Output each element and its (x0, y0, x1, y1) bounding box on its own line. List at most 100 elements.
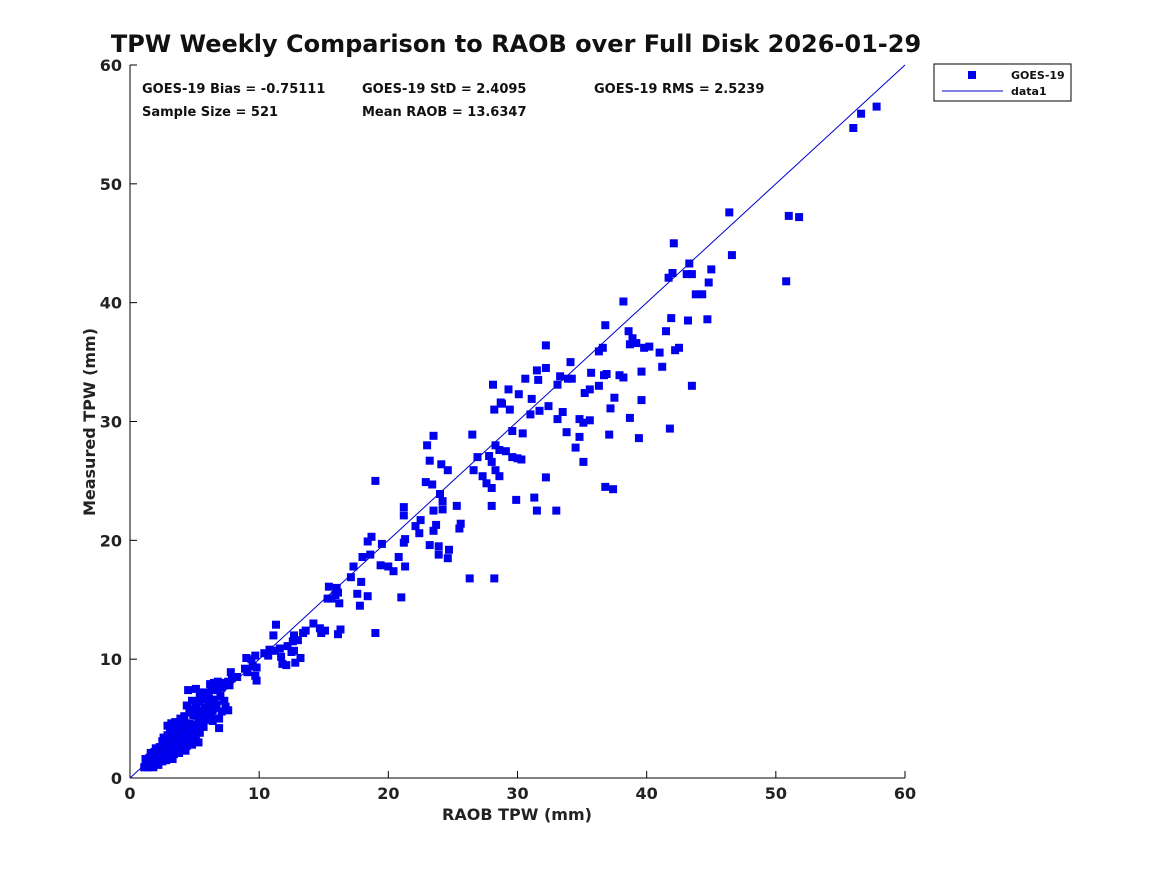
legend-marker-goes19 (968, 71, 976, 79)
data-point (168, 732, 177, 741)
data-point (634, 434, 643, 443)
data-point (160, 744, 169, 753)
data-point (233, 673, 242, 681)
data-point (389, 567, 398, 576)
series-group (129, 64, 906, 779)
data-point (216, 692, 225, 700)
data-point (443, 554, 452, 563)
data-point (527, 394, 536, 403)
data-point (355, 601, 364, 610)
data-point (487, 501, 496, 510)
data-point (606, 404, 615, 413)
data-point (428, 480, 437, 489)
data-point (530, 493, 539, 502)
data-point (163, 753, 172, 762)
data-point (181, 724, 190, 733)
data-point (443, 466, 452, 475)
data-point (615, 371, 624, 380)
data-point (277, 652, 286, 661)
data-point (784, 211, 793, 220)
data-point (243, 668, 252, 677)
data-point (204, 699, 213, 708)
data-point (188, 740, 196, 749)
data-point (553, 415, 562, 424)
data-point (353, 589, 362, 598)
y-tick-label: 10 (100, 650, 122, 669)
data-point (473, 453, 482, 462)
data-point (247, 655, 256, 664)
data-point (371, 629, 380, 637)
stat-bias: GOES-19 Bias = -0.75111 (142, 82, 325, 97)
data-point (185, 736, 194, 744)
data-point (579, 418, 588, 427)
data-point (357, 577, 366, 586)
data-point (290, 631, 298, 640)
data-point (438, 497, 447, 506)
reference-line-data1 (129, 64, 906, 779)
legend: GOES-19 data1 (933, 63, 1072, 102)
data-point (698, 290, 707, 299)
data-point (541, 341, 550, 350)
data-point (321, 626, 329, 635)
data-point (518, 429, 527, 438)
data-point (682, 270, 691, 279)
data-point (432, 520, 441, 529)
x-tick-label: 30 (506, 784, 528, 803)
data-point (203, 708, 212, 717)
data-point (198, 721, 207, 730)
data-point (579, 457, 588, 466)
data-point (200, 703, 209, 712)
data-point (567, 374, 576, 383)
chart-title: TPW Weekly Comparison to RAOB over Full … (111, 30, 921, 58)
data-point (323, 594, 332, 603)
data-point (141, 755, 150, 763)
data-point (487, 484, 496, 492)
data-point (491, 441, 500, 450)
data-point (482, 479, 491, 488)
data-point (363, 537, 372, 546)
data-point (619, 297, 628, 306)
data-point (220, 678, 229, 687)
data-point (625, 340, 634, 349)
data-point (283, 642, 292, 651)
data-point (225, 681, 234, 690)
data-point (601, 321, 610, 330)
data-point (149, 763, 158, 772)
data-point (558, 408, 567, 416)
data-point (703, 315, 712, 324)
data-point (335, 599, 344, 608)
data-point (664, 273, 673, 282)
data-point (167, 739, 176, 748)
data-point (324, 582, 333, 591)
data-point (669, 239, 678, 248)
y-tick-label: 0 (111, 769, 122, 788)
data-point (485, 452, 494, 460)
data-point (315, 624, 324, 633)
data-point (166, 745, 174, 754)
data-point (628, 334, 637, 343)
data-point (587, 368, 596, 377)
data-point (213, 686, 222, 695)
data-point (194, 713, 203, 722)
data-point (687, 270, 696, 279)
data-point (146, 749, 155, 757)
data-point (857, 109, 866, 118)
data-point (512, 495, 521, 504)
data-point (206, 680, 215, 689)
data-point (186, 727, 195, 736)
data-point (282, 661, 291, 670)
data-point (655, 348, 664, 357)
data-point (624, 327, 633, 336)
data-point (585, 385, 594, 394)
data-point (498, 399, 506, 408)
data-point (399, 538, 408, 547)
data-point (490, 405, 499, 414)
data-point (534, 375, 543, 384)
data-point (425, 456, 434, 465)
data-point (175, 749, 184, 757)
data-point (377, 539, 386, 548)
data-point (434, 550, 443, 559)
data-point (195, 728, 204, 737)
data-point (687, 381, 696, 390)
